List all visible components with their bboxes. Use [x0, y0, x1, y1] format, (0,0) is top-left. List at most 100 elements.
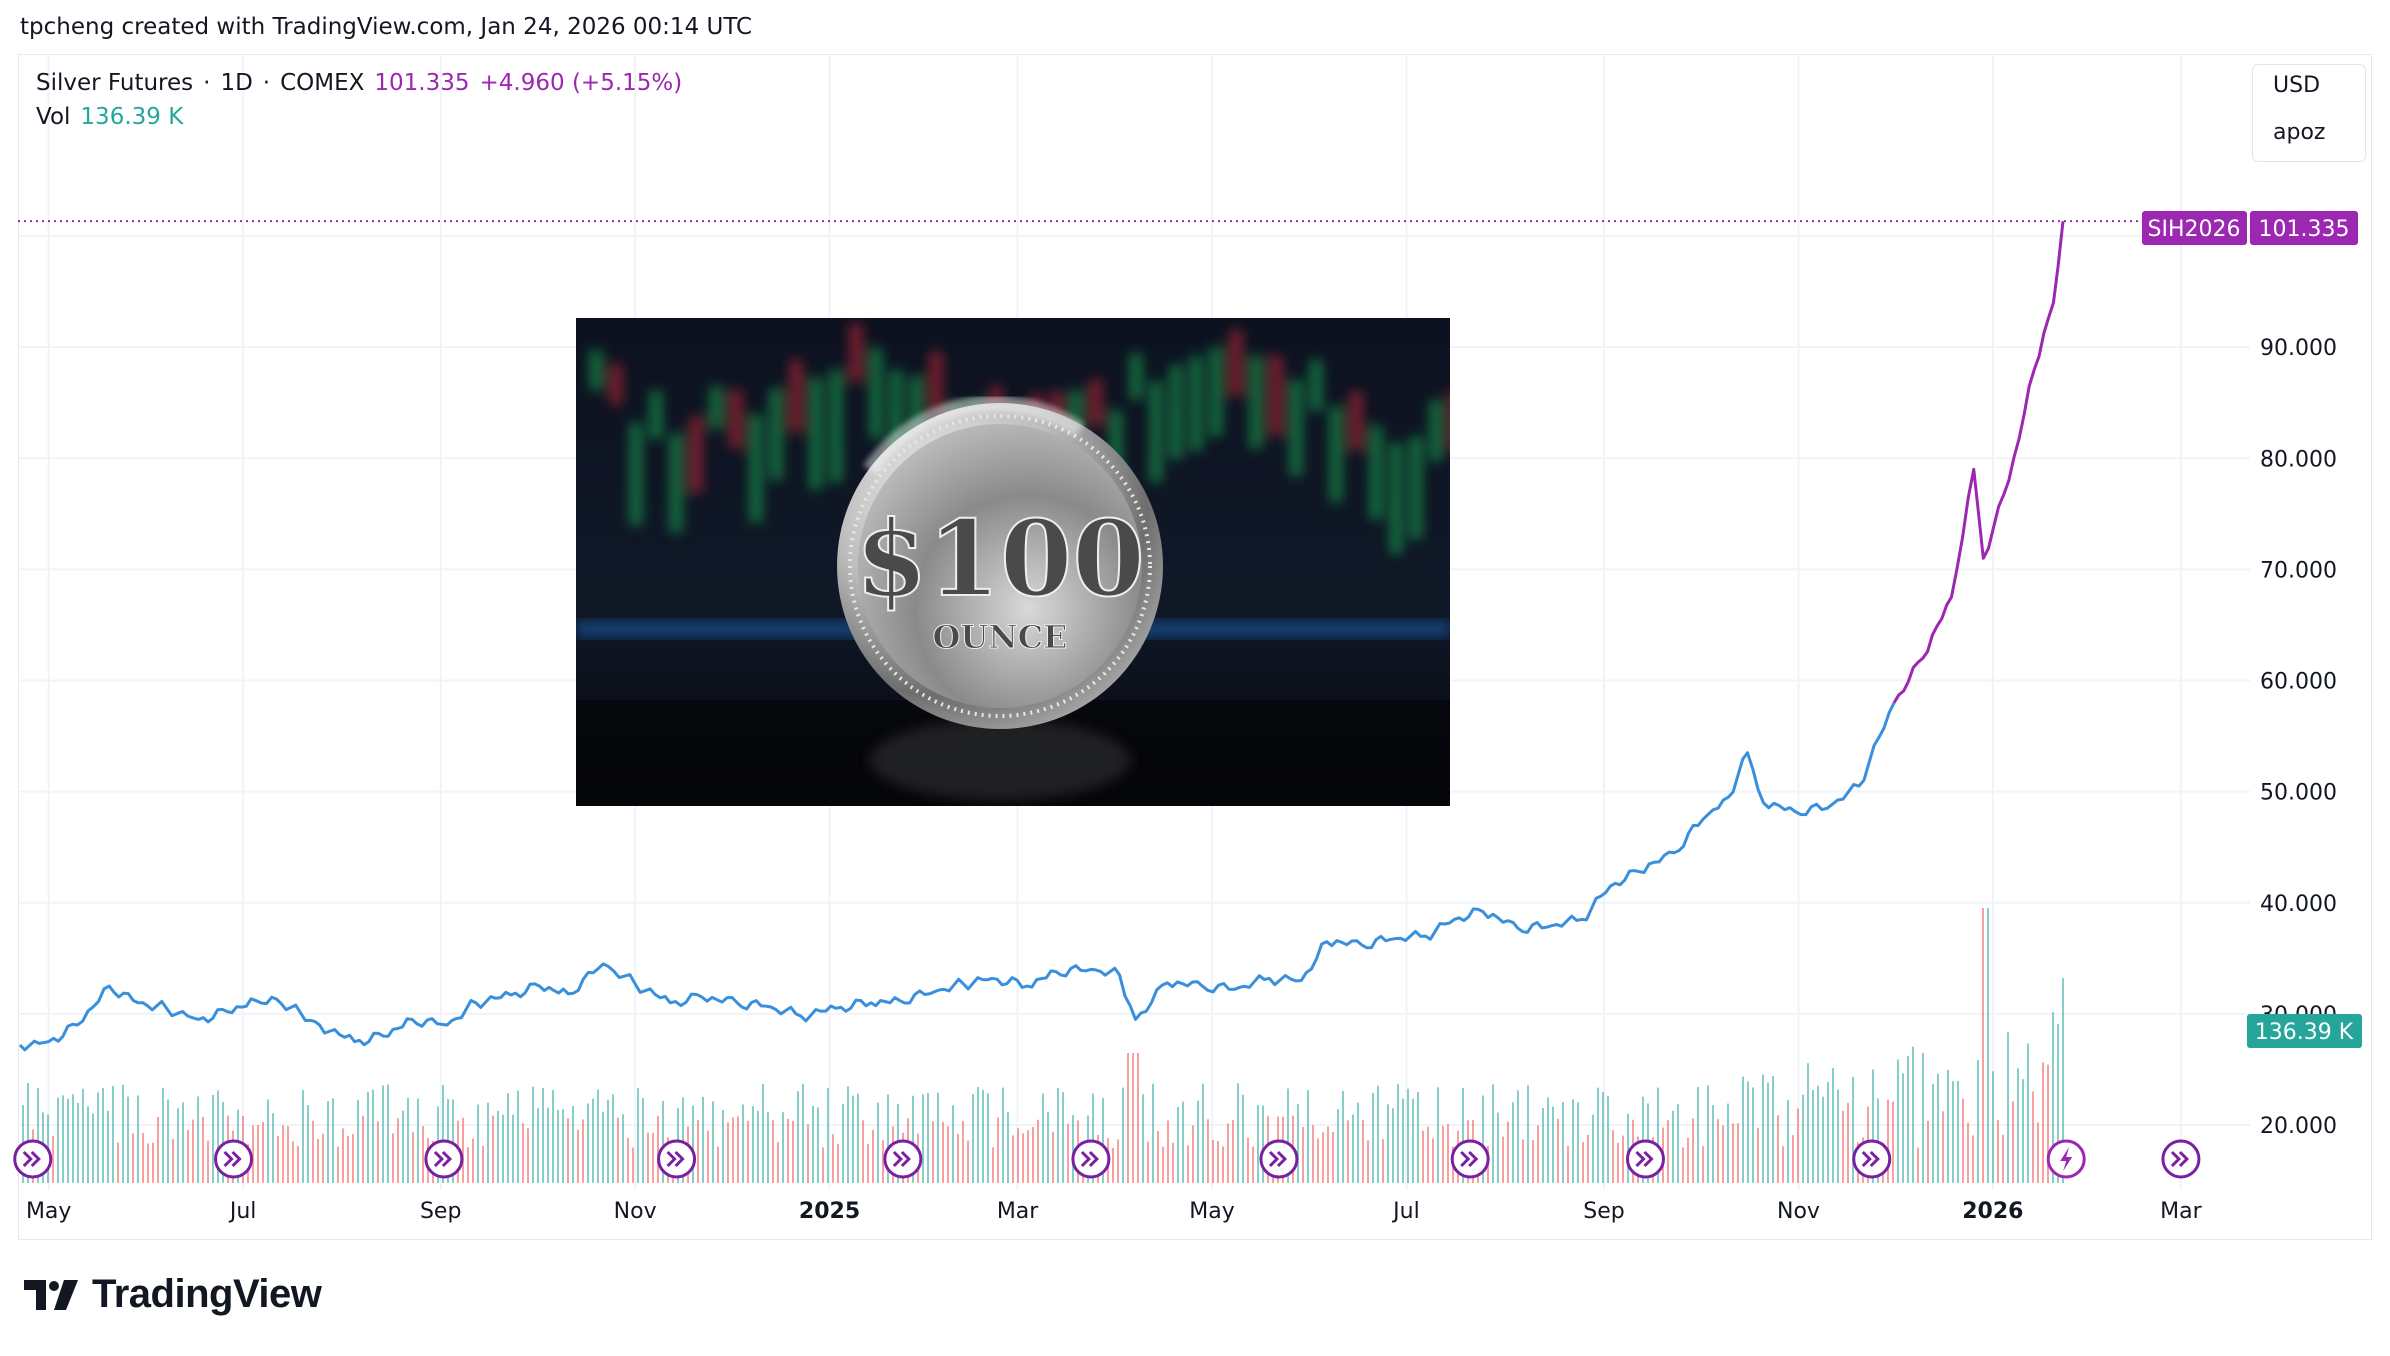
volume-bar: [952, 1105, 954, 1183]
volume-bar: [1667, 1120, 1669, 1183]
volume-bar: [1567, 1145, 1569, 1183]
volume-bar: [632, 1147, 634, 1183]
event-marker-icon[interactable]: [883, 1139, 923, 1179]
interval-label[interactable]: 1D: [220, 70, 253, 96]
volume-bar: [1682, 1147, 1684, 1183]
volume-bar: [207, 1140, 209, 1183]
currency-label[interactable]: USD: [2273, 73, 2321, 98]
volume-bar: [492, 1115, 494, 1183]
volume-bar: [1992, 1071, 1994, 1183]
currency-box[interactable]: USD apoz: [2252, 64, 2366, 162]
tradingview-logo[interactable]: TradingView: [24, 1272, 322, 1317]
price-axis: 20.00030.00040.00050.00060.00070.00080.0…: [2260, 225, 2351, 1139]
volume-bar: [1037, 1119, 1039, 1183]
volume-bar: [947, 1126, 949, 1183]
volume-bar: [502, 1114, 504, 1183]
volume-bar: [1397, 1084, 1399, 1183]
event-marker-icon[interactable]: [13, 1139, 53, 1179]
volume-bar: [922, 1094, 924, 1183]
volume-bar: [1092, 1093, 1094, 1183]
volume-bar: [1362, 1119, 1364, 1183]
event-marker-icon[interactable]: [1450, 1139, 1490, 1179]
event-marker-icon[interactable]: [424, 1139, 464, 1179]
volume-bar: [1052, 1131, 1054, 1183]
volume-bar: [472, 1138, 474, 1183]
volume-bar: [402, 1110, 404, 1183]
event-marker-icon[interactable]: [1071, 1139, 1111, 1179]
event-marker-icon[interactable]: [214, 1139, 254, 1179]
volume-bar: [577, 1129, 579, 1183]
volume-bar: [1322, 1132, 1324, 1183]
event-marker-icon[interactable]: [2161, 1139, 2201, 1179]
volume-bar: [1437, 1087, 1439, 1183]
volume-bar: [552, 1089, 554, 1183]
volume-bar: [1207, 1119, 1209, 1183]
volume-bar: [1117, 1139, 1119, 1183]
volume-bar: [2057, 1023, 2059, 1183]
volume-bar: [1912, 1046, 1914, 1183]
volume-bar: [1422, 1130, 1424, 1183]
volume-bar: [1922, 1053, 1924, 1183]
volume-bar: [1987, 908, 1989, 1183]
volume-bar: [682, 1097, 684, 1183]
volume-bar: [2052, 1012, 2054, 1183]
volume-bar: [702, 1096, 704, 1183]
x-tick-label: Nov: [1777, 1199, 1820, 1224]
volume-bar: [1627, 1113, 1629, 1183]
volume-bar: [617, 1117, 619, 1183]
volume-bar: [1402, 1098, 1404, 1183]
volume-bar: [1937, 1073, 1939, 1183]
scale-label[interactable]: apoz: [2273, 120, 2326, 145]
volume-bar: [1582, 1142, 1584, 1183]
volume-bar: [522, 1123, 524, 1183]
volume-bar: [1102, 1097, 1104, 1183]
volume-bar: [1202, 1083, 1204, 1183]
volume-bar: [467, 1147, 469, 1183]
last-price: 101.335: [374, 70, 470, 96]
volume-bar: [422, 1126, 424, 1183]
volume-bar: [122, 1084, 124, 1183]
volume-bar: [742, 1104, 744, 1183]
volume-bar: [512, 1114, 514, 1183]
volume-bar: [887, 1094, 889, 1183]
volume-bar: [1757, 1127, 1759, 1183]
volume-bar: [1872, 1069, 1874, 1183]
volume-bar: [847, 1086, 849, 1183]
volume-bar: [572, 1105, 574, 1183]
chart-legend: Silver Futures · 1D · COMEX 101.335 +4.960 (+5…: [36, 70, 692, 96]
volume-bar: [182, 1102, 184, 1183]
y-tick-label: 80.000: [2260, 447, 2337, 472]
volume-bar: [1262, 1105, 1264, 1183]
volume-bar: [1622, 1135, 1624, 1183]
volume-bar: [382, 1085, 384, 1183]
volume-bar: [497, 1110, 499, 1183]
volume-bar: [357, 1099, 359, 1183]
volume-bar: [1717, 1119, 1719, 1183]
volume-bar: [102, 1088, 104, 1183]
volume-bar: [1112, 1147, 1114, 1183]
volume-bar: [1502, 1136, 1504, 1183]
volume-bar: [2062, 978, 2064, 1183]
volume-bar: [1777, 1115, 1779, 1183]
volume-bar: [367, 1091, 369, 1183]
volume-bar: [1677, 1104, 1679, 1183]
event-marker-icon[interactable]: [1625, 1139, 1665, 1179]
volume-bar: [1592, 1114, 1594, 1183]
volume-bar: [1947, 1069, 1949, 1183]
y-tick-label: 60.000: [2260, 670, 2337, 695]
volume-bar: [1927, 1121, 1929, 1183]
volume-bars: [22, 908, 2064, 1183]
time-axis: May Jul Sep Nov 2025 Mar May Jul Sep Nov 2026 Mar: [26, 1199, 2203, 1224]
event-marker-icon[interactable]: [1852, 1139, 1892, 1179]
tradingview-logo-icon: [24, 1279, 78, 1310]
volume-bar: [737, 1116, 739, 1183]
event-marker-icon[interactable]: [1259, 1139, 1299, 1179]
volume-bar: [582, 1119, 584, 1183]
volume-bar: [1782, 1146, 1784, 1183]
volume-bar: [377, 1121, 379, 1183]
volume-bar: [282, 1125, 284, 1183]
event-marker-icon[interactable]: [2046, 1139, 2086, 1179]
volume-bar: [172, 1139, 174, 1183]
event-marker-icon[interactable]: [657, 1139, 697, 1179]
